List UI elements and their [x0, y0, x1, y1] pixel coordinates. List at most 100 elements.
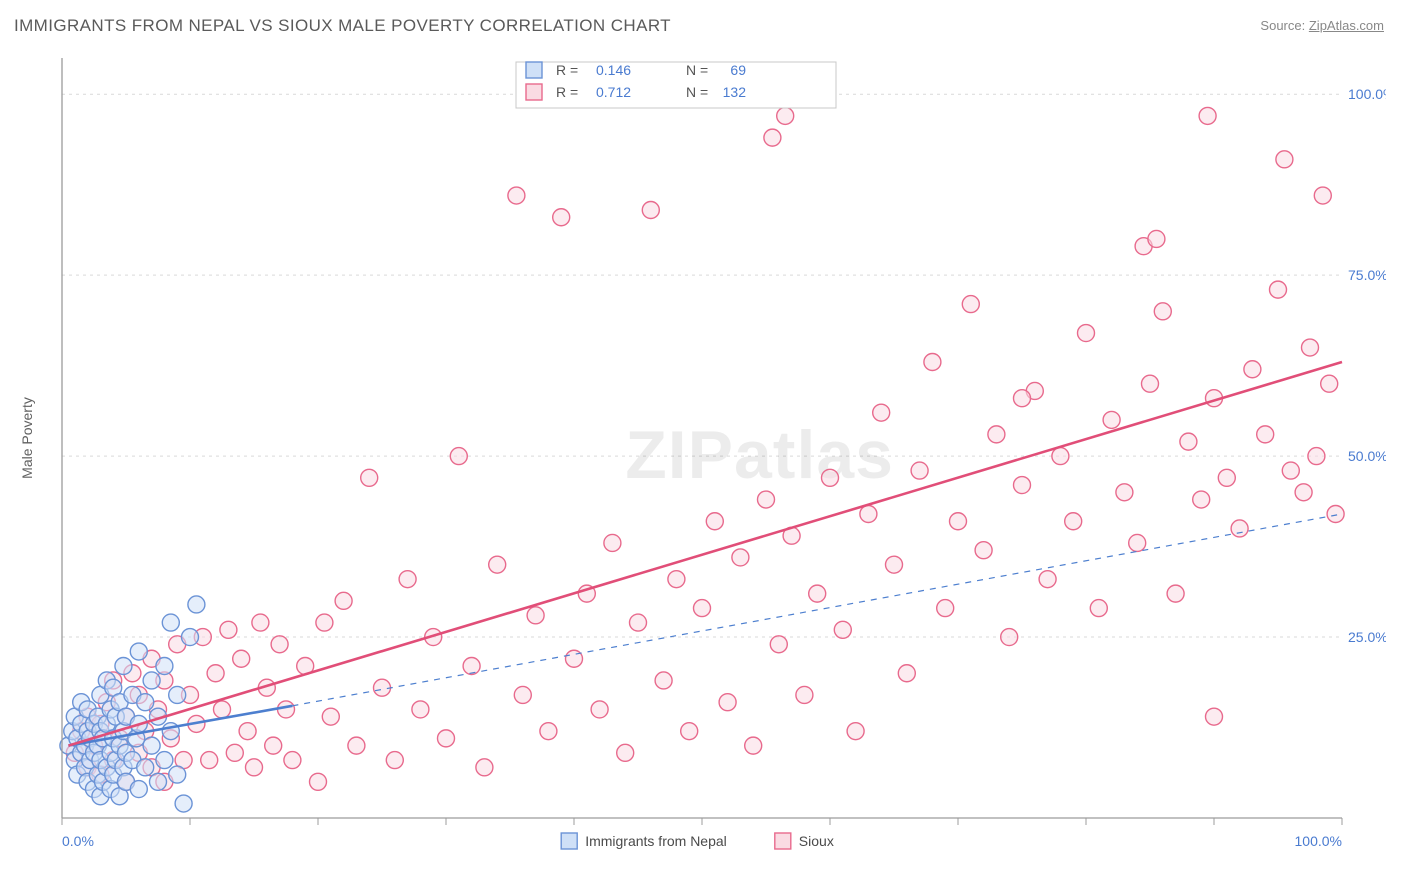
point-sioux — [412, 701, 429, 718]
point-sioux — [847, 723, 864, 740]
point-sioux — [937, 600, 954, 617]
point-sioux — [386, 752, 403, 769]
source-label: Source: — [1260, 18, 1305, 33]
source-attribution: Source: ZipAtlas.com — [1260, 18, 1384, 33]
point-sioux — [1052, 448, 1069, 465]
point-sioux — [860, 506, 877, 523]
legend-swatch-nepal — [526, 62, 542, 78]
legend-r-value: 0.712 — [596, 84, 631, 100]
point-sioux — [777, 107, 794, 124]
source-link[interactable]: ZipAtlas.com — [1309, 18, 1384, 33]
point-sioux — [655, 672, 672, 689]
point-sioux — [732, 549, 749, 566]
point-sioux — [911, 462, 928, 479]
point-nepal — [130, 781, 147, 798]
point-sioux — [1327, 506, 1344, 523]
point-sioux — [591, 701, 608, 718]
point-sioux — [1308, 448, 1325, 465]
bottom-legend-label-nepal: Immigrants from Nepal — [585, 833, 727, 849]
point-sioux — [239, 723, 256, 740]
legend-r-value: 0.146 — [596, 62, 631, 78]
point-sioux — [758, 491, 775, 508]
point-nepal — [175, 795, 192, 812]
point-sioux — [265, 737, 282, 754]
correlation-chart: Male Poverty 25.0% 50.0% 75.0% 100.0% ZIPatla… — [14, 58, 1386, 872]
point-sioux — [489, 556, 506, 573]
point-sioux — [1014, 390, 1031, 407]
point-sioux — [745, 737, 762, 754]
point-sioux — [322, 708, 339, 725]
y-tick-label: 50.0% — [1348, 448, 1386, 464]
point-sioux — [1180, 433, 1197, 450]
point-sioux — [226, 744, 243, 761]
point-sioux — [1039, 571, 1056, 588]
point-sioux — [1193, 491, 1210, 508]
y-tick-label: 75.0% — [1348, 267, 1386, 283]
point-sioux — [1167, 585, 1184, 602]
point-sioux — [1142, 375, 1159, 392]
point-sioux — [1116, 484, 1133, 501]
watermark: ZIPatlas — [625, 417, 894, 493]
point-sioux — [1218, 469, 1235, 486]
point-sioux — [246, 759, 263, 776]
point-sioux — [1321, 375, 1338, 392]
legend-n-value: 132 — [723, 84, 747, 100]
y-axis-label: Male Poverty — [19, 397, 35, 479]
legend-swatch-sioux — [526, 84, 542, 100]
point-sioux — [1103, 411, 1120, 428]
point-sioux — [1148, 230, 1165, 247]
point-sioux — [1282, 462, 1299, 479]
point-nepal — [188, 596, 205, 613]
point-sioux — [1314, 187, 1331, 204]
point-sioux — [514, 686, 531, 703]
point-sioux — [399, 571, 416, 588]
point-sioux — [553, 209, 570, 226]
point-nepal — [115, 658, 132, 675]
point-sioux — [898, 665, 915, 682]
point-nepal — [162, 614, 179, 631]
point-sioux — [630, 614, 647, 631]
point-sioux — [617, 744, 634, 761]
trendline-nepal-extrapolated — [292, 514, 1342, 706]
point-sioux — [540, 723, 557, 740]
chart-title: IMMIGRANTS FROM NEPAL VS SIOUX MALE POVE… — [14, 16, 671, 36]
point-sioux — [1257, 426, 1274, 443]
point-nepal — [169, 766, 186, 783]
point-sioux — [450, 448, 467, 465]
point-sioux — [1014, 477, 1031, 494]
point-nepal — [182, 629, 199, 646]
point-sioux — [809, 585, 826, 602]
point-sioux — [1206, 708, 1223, 725]
point-sioux — [962, 296, 979, 313]
point-sioux — [220, 621, 237, 638]
y-tick-label: 100.0% — [1348, 86, 1386, 102]
point-sioux — [694, 600, 711, 617]
legend-r-label: R = — [556, 62, 578, 78]
correlation-legend: R =0.146N =69R =0.712N =132 — [516, 62, 836, 108]
point-sioux — [642, 202, 659, 219]
point-nepal — [137, 694, 154, 711]
point-sioux — [1090, 600, 1107, 617]
point-sioux — [1129, 534, 1146, 551]
point-sioux — [796, 686, 813, 703]
point-sioux — [1231, 520, 1248, 537]
point-sioux — [527, 607, 544, 624]
point-sioux — [1244, 361, 1261, 378]
bottom-legend-label-sioux: Sioux — [799, 833, 834, 849]
point-sioux — [764, 129, 781, 146]
point-sioux — [1001, 629, 1018, 646]
legend-n-label: N = — [686, 62, 708, 78]
point-nepal — [150, 773, 167, 790]
y-tick-label: 25.0% — [1348, 629, 1386, 645]
point-sioux — [438, 730, 455, 747]
point-sioux — [207, 665, 224, 682]
point-sioux — [924, 354, 941, 371]
point-sioux — [361, 469, 378, 486]
point-sioux — [1154, 303, 1171, 320]
point-nepal — [137, 759, 154, 776]
point-sioux — [975, 542, 992, 559]
point-sioux — [271, 636, 288, 653]
point-sioux — [950, 513, 967, 530]
point-sioux — [1270, 281, 1287, 298]
point-sioux — [681, 723, 698, 740]
